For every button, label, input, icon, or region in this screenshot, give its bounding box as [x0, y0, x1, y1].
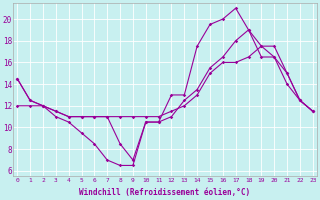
X-axis label: Windchill (Refroidissement éolien,°C): Windchill (Refroidissement éolien,°C) — [79, 188, 251, 197]
